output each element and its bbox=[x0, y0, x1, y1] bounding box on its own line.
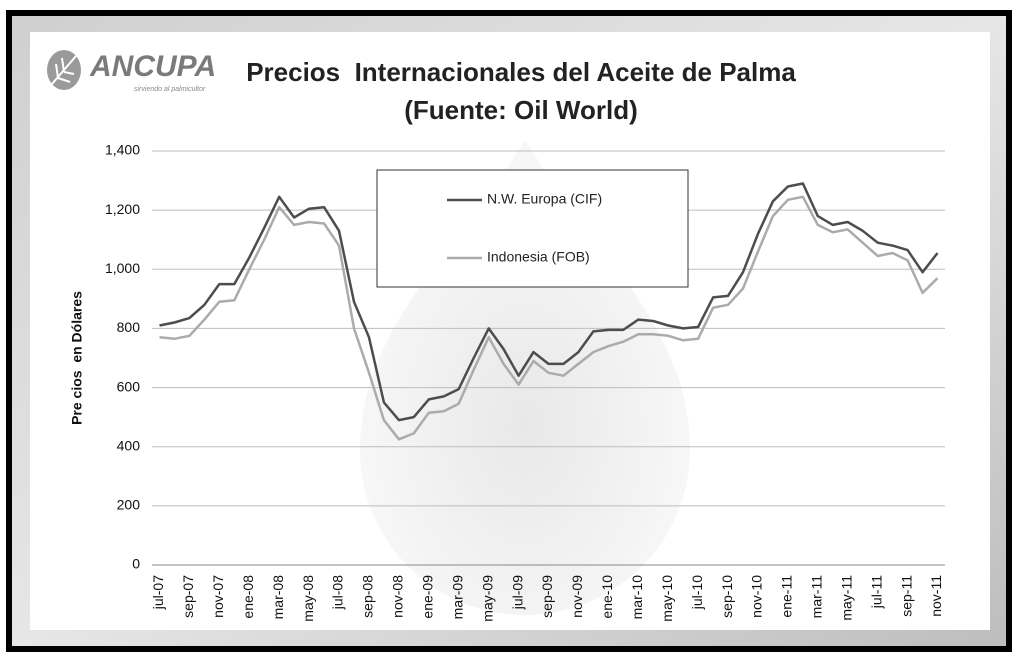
x-tick-label: sep-10 bbox=[719, 575, 735, 618]
x-tick-label: mar-11 bbox=[809, 575, 825, 619]
x-tick-label: ene-11 bbox=[779, 575, 795, 618]
legend-label: N.W. Europa (CIF) bbox=[487, 191, 602, 207]
y-tick-label: 1,400 bbox=[105, 142, 140, 158]
x-tick-label: mar-10 bbox=[629, 575, 645, 620]
y-tick-label: 400 bbox=[117, 437, 141, 453]
x-tick-label: ene-09 bbox=[420, 575, 436, 619]
x-tick-label: nov-10 bbox=[749, 575, 765, 618]
y-tick-label: 800 bbox=[117, 319, 141, 335]
x-tick-label: nov-08 bbox=[390, 575, 406, 618]
x-tick-label: nov-09 bbox=[569, 575, 585, 618]
x-tick-label: may-10 bbox=[659, 575, 675, 622]
x-tick-label: jul-07 bbox=[150, 575, 166, 610]
brand-tagline: sirviendo al palmicultor bbox=[134, 86, 206, 93]
legend-label: Indonesia (FOB) bbox=[487, 249, 590, 265]
y-tick-label: 1,000 bbox=[105, 260, 140, 276]
logo bbox=[47, 50, 81, 90]
x-tick-label: sep-11 bbox=[898, 575, 914, 617]
y-tick-label: 600 bbox=[117, 378, 141, 394]
x-tick-label: nov-11 bbox=[928, 575, 944, 617]
chart-title: Precios Internacionales del Aceite de Pa… bbox=[246, 57, 796, 87]
y-tick-label: 1,200 bbox=[105, 201, 140, 217]
x-tick-label: ene-08 bbox=[240, 575, 256, 619]
legend-box bbox=[377, 170, 688, 287]
chart: ANCUPA sirviendo al palmicultor Precios … bbox=[0, 0, 1018, 652]
x-tick-label: mar-09 bbox=[449, 575, 465, 620]
x-tick-label: sep-08 bbox=[360, 575, 376, 618]
x-tick-label: mar-08 bbox=[270, 575, 286, 620]
y-tick-label: 200 bbox=[117, 497, 141, 513]
x-tick-label: nov-07 bbox=[210, 575, 226, 618]
x-tick-label: may-09 bbox=[479, 575, 495, 622]
x-tick-label: jul-08 bbox=[330, 575, 346, 610]
x-tick-label: jul-10 bbox=[689, 575, 705, 610]
brand: ANCUPA bbox=[89, 50, 216, 83]
x-tick-label: sep-07 bbox=[180, 575, 196, 618]
y-axis-label: Pre cios en Dólares bbox=[69, 291, 85, 425]
x-tick-label: sep-09 bbox=[539, 575, 555, 618]
page: {"chart_data": { "type": "line", "brand"… bbox=[0, 0, 1018, 652]
chart-subtitle: (Fuente: Oil World) bbox=[404, 95, 638, 125]
x-tick-label: jul-11 bbox=[868, 575, 884, 609]
x-tick-label: jul-09 bbox=[509, 575, 525, 610]
x-tick-label: ene-10 bbox=[599, 575, 615, 619]
y-tick-label: 0 bbox=[132, 556, 140, 572]
x-tick-label: may-08 bbox=[300, 575, 316, 622]
x-tick-label: may-11 bbox=[838, 575, 854, 621]
